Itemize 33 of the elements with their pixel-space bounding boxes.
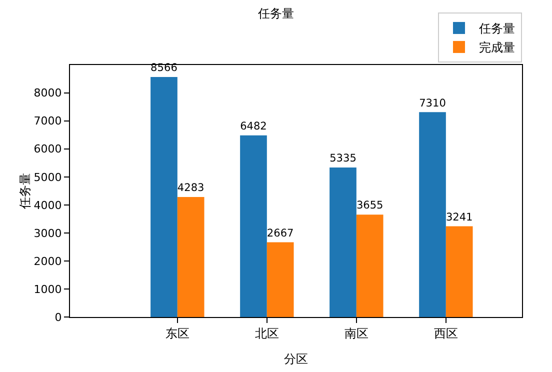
x-axis-title: 分区 xyxy=(284,352,308,366)
y-tick-label: 8000 xyxy=(34,86,62,100)
y-tick-label: 2000 xyxy=(34,254,62,268)
legend-label: 任务量 xyxy=(478,22,515,36)
y-tick-label: 3000 xyxy=(34,226,62,240)
bar xyxy=(419,112,446,317)
bar xyxy=(446,226,473,317)
chart-title: 任务量 xyxy=(257,6,294,21)
bar xyxy=(240,135,267,317)
y-tick-label: 7000 xyxy=(34,114,62,128)
data-label: 6482 xyxy=(240,120,267,133)
y-tick-label: 0 xyxy=(54,310,62,324)
y-tick-label: 6000 xyxy=(34,142,62,156)
data-label: 2667 xyxy=(266,227,294,240)
bar xyxy=(330,168,356,317)
data-label: 7310 xyxy=(419,97,446,110)
data-label: 4283 xyxy=(177,182,204,194)
y-tick-label: 5000 xyxy=(34,170,62,184)
x-tick-label: 北区 xyxy=(254,326,279,340)
data-label: 3655 xyxy=(356,200,384,212)
legend-label: 完成量 xyxy=(479,40,515,55)
y-tick-label: 1000 xyxy=(34,282,62,296)
data-label: 5335 xyxy=(330,152,356,165)
y-axis-title: 任务量 xyxy=(18,173,32,210)
bar xyxy=(177,197,204,317)
x-tick-label: 南区 xyxy=(344,326,368,340)
y-tick-label: 4000 xyxy=(34,198,62,212)
x-tick-label: 西区 xyxy=(434,326,458,340)
bar xyxy=(266,242,294,317)
data-label: 3241 xyxy=(446,211,473,224)
bar xyxy=(150,76,178,317)
bar xyxy=(356,214,384,317)
x-tick-label: 东区 xyxy=(165,326,190,340)
